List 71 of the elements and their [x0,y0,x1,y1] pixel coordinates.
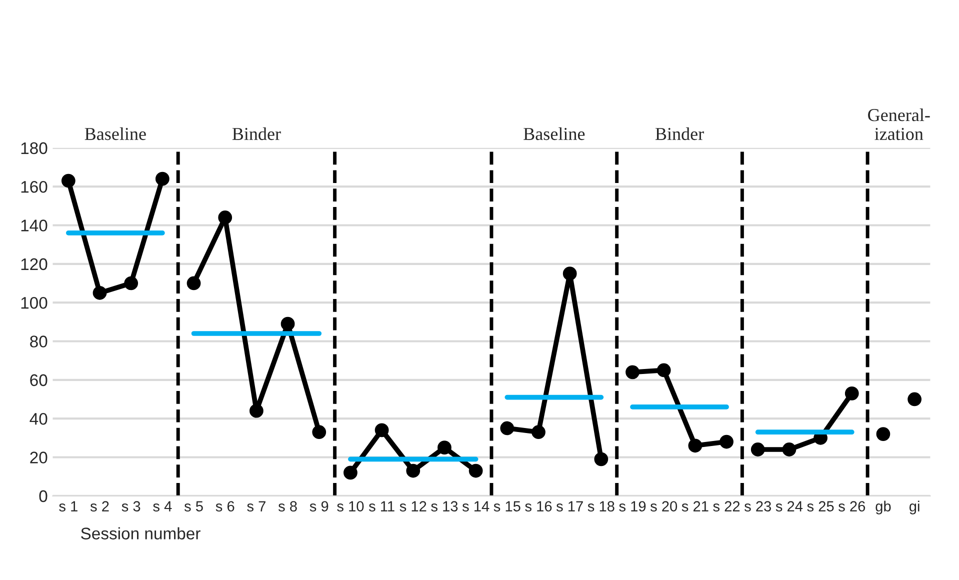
x-tick-label: s 9 [310,501,328,512]
point [280,316,295,331]
x-tick-label: gb [876,500,891,514]
x-tick-label: s 1 [59,501,78,512]
point [876,427,890,441]
x-tick-label: s 23 [744,501,772,512]
point [186,276,201,290]
y-tick-label: 140 [21,220,48,232]
x-tick-label: s 10 [337,501,364,512]
x-tick-label: s 18 [588,501,614,512]
x-axis-title: Session number [81,527,200,540]
x-tick-label: s 17 [556,501,583,512]
x-tick-label: s 26 [838,501,866,512]
point [374,423,389,438]
point [312,425,326,440]
point [468,464,483,478]
point [406,464,420,478]
x-tick-label: s 20 [650,501,678,512]
point [656,363,671,378]
y-tick-label: 0 [39,490,48,502]
x-tick-label: s 5 [184,501,203,512]
x-tick-label: s 21 [682,501,708,512]
x-tick-label: s 7 [247,501,266,512]
x-tick-label: s 6 [216,501,234,512]
point [61,174,76,188]
point [844,386,859,400]
x-tick-label: s 16 [525,501,552,512]
y-tick-label: 40 [30,412,48,425]
point [750,442,765,456]
point [532,425,546,440]
point [500,421,514,436]
y-tick-label: 180 [21,142,48,154]
point [562,266,577,281]
x-tick-label: s 2 [90,501,109,512]
x-tick-label: s 22 [713,501,740,512]
x-tick-label: s 24 [776,501,803,512]
point [438,440,452,455]
y-tick-label: 80 [30,336,48,348]
point [908,392,922,406]
x-tick-label: s 3 [122,501,140,512]
x-tick-label: s 19 [619,501,646,512]
y-tick-label: 100 [21,296,48,309]
x-tick-label: s 4 [153,501,172,512]
x-tick-label: s 11 [368,501,394,512]
point [688,438,702,453]
point [594,452,608,466]
point [720,434,734,449]
point [124,276,138,290]
text: Binder [232,127,281,140]
point [782,442,796,456]
y-tick-label: 60 [30,374,48,386]
point [218,210,232,224]
x-tick-label: gi [910,500,920,514]
x-tick-label: s 25 [807,501,834,512]
point [155,172,170,186]
text: Baseline [84,127,146,140]
x-tick-label: s 15 [494,501,520,512]
y-tick-label: 120 [21,258,48,270]
x-tick-label: s 14 [462,501,490,512]
point [250,404,264,418]
y-tick-label: 160 [21,180,48,193]
text: Binder [655,127,704,140]
x-tick-label: s 8 [278,501,297,512]
text: Baseline [524,127,585,140]
text: General- ization [868,108,930,140]
x-tick-label: s 12 [400,501,426,512]
x-tick-label: s 13 [431,501,458,512]
point [626,365,640,380]
point [92,286,107,300]
y-tick-label: 20 [30,452,48,464]
point [344,466,358,480]
